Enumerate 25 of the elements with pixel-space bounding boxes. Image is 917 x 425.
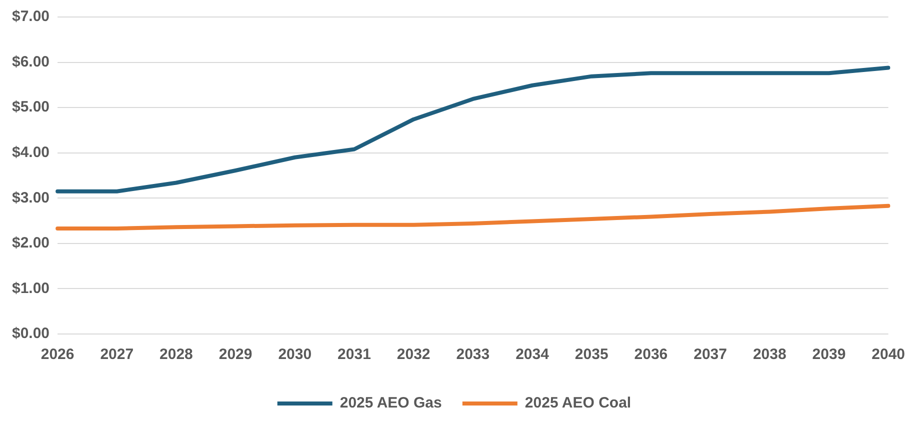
x-tick-label: 2039 <box>812 346 846 364</box>
legend-label: 2025 AEO Coal <box>524 394 632 412</box>
y-tick-label: $3.00 <box>12 189 50 206</box>
y-tick-label: $4.00 <box>12 144 50 161</box>
x-tick-label: 2030 <box>278 346 312 364</box>
x-tick-label: 2033 <box>456 346 490 364</box>
y-tick-label: $2.00 <box>12 234 50 252</box>
x-tick-label: 2027 <box>100 346 134 364</box>
x-tick-label: 2032 <box>396 346 430 364</box>
x-tick-label: 2031 <box>338 346 371 364</box>
x-tick-label: 2034 <box>516 346 550 364</box>
x-tick-label: 2026 <box>40 346 74 364</box>
y-tick-label: $5.00 <box>12 98 50 116</box>
x-tick-label: 2035 <box>574 346 608 364</box>
x-tick-label: 2040 <box>872 346 906 364</box>
x-tick-label: 2036 <box>634 346 668 364</box>
legend-label: 2025 AEO Gas <box>340 394 442 412</box>
x-tick-label: 2038 <box>752 346 786 364</box>
y-tick-label: $1.00 <box>12 280 50 297</box>
y-tick-label: $7.00 <box>12 8 50 26</box>
y-tick-label: $0.00 <box>12 325 50 342</box>
x-tick-label: 2029 <box>218 346 252 364</box>
x-tick-label: 2028 <box>160 346 193 364</box>
x-tick-label: 2037 <box>694 346 727 364</box>
y-tick-label: $6.00 <box>12 53 50 70</box>
